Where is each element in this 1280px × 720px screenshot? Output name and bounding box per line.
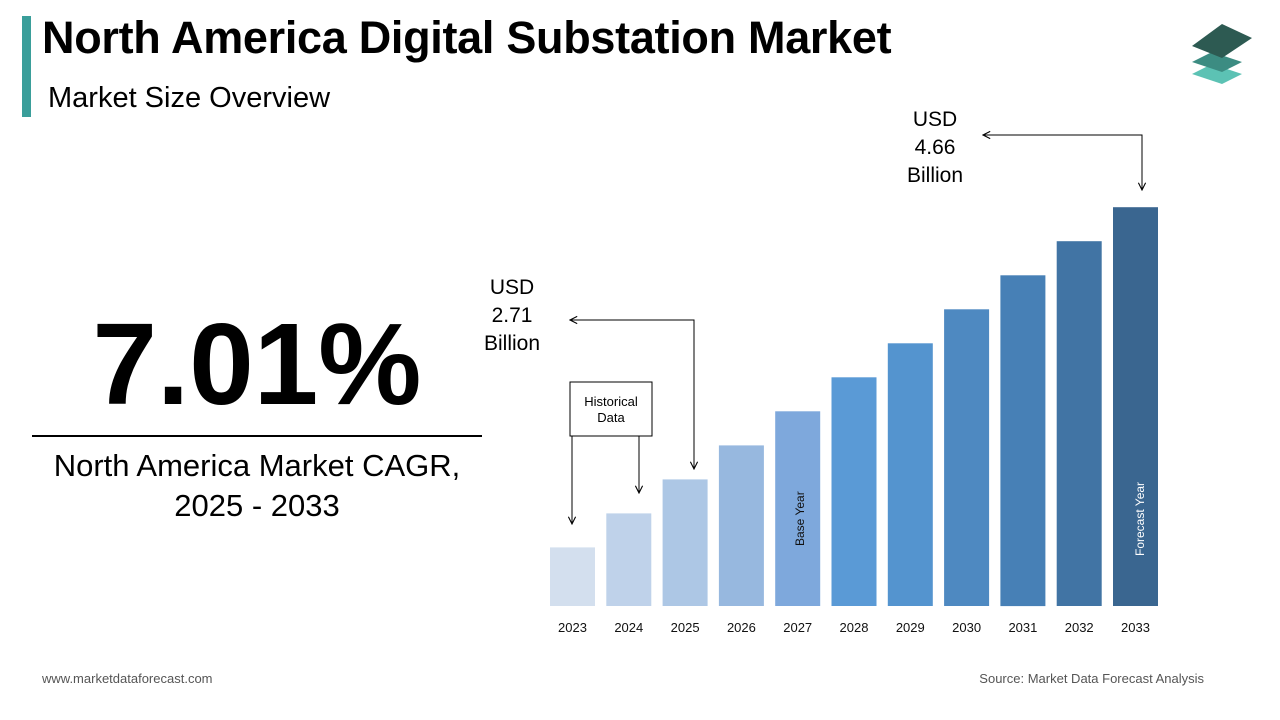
start-value-unit: Billion [484,332,540,355]
end-value-amount: 4.66 [915,136,956,159]
x-tick-2026: 2026 [727,620,756,635]
bar-2030 [944,309,990,606]
cagr-divider [32,435,482,437]
x-tick-2031: 2031 [1008,620,1037,635]
end-value-arrow [983,135,1142,190]
x-tick-2029: 2029 [896,620,925,635]
x-tick-2023: 2023 [558,620,587,635]
brand-logo-icon [1192,24,1252,84]
bar-2031 [1000,275,1046,607]
start-value-arrow [570,320,694,469]
logo-layer-bottom [1192,64,1242,84]
forecast-year-label: Forecast Year [1133,482,1147,556]
historical-data-label-line1: Historical [584,394,638,409]
page-title: North America Digital Substation Market [42,12,892,63]
title-accent-bar [22,16,31,117]
cagr-label-line2: 2025 - 2033 [174,488,340,523]
start-value-amount: 2.71 [492,304,533,327]
bar-2033 [1113,207,1158,606]
cagr-label: North America Market CAGR, 2025 - 2033 [22,446,492,526]
x-tick-2030: 2030 [952,620,981,635]
x-tick-2032: 2032 [1065,620,1094,635]
cagr-value: 7.01% [92,299,422,429]
bar-2032 [1056,241,1102,606]
x-tick-2033: 2033 [1121,620,1150,635]
cagr-label-line1: North America Market CAGR, [53,448,461,483]
historical-data-label-line2: Data [597,410,625,425]
bar-2025 [662,479,708,606]
base-year-label: Base Year [793,491,807,546]
bar-2028 [831,377,877,606]
bars-layer [550,207,1158,607]
x-tick-2024: 2024 [614,620,643,635]
logo-layer-middle [1192,52,1242,72]
page-subtitle: Market Size Overview [48,82,331,114]
bar-2027 [775,411,821,606]
end-value-currency: USD [913,108,957,131]
bar-2024 [606,513,652,606]
footer-source: Source: Market Data Forecast Analysis [979,671,1204,686]
logo-layer-top [1192,24,1252,58]
end-value-unit: Billion [907,164,963,187]
x-tick-2028: 2028 [840,620,869,635]
historical-data-box [569,381,653,437]
bar-2023 [550,547,595,606]
x-tick-2025: 2025 [671,620,700,635]
footer-website: www.marketdataforecast.com [42,671,213,686]
start-value-currency: USD [490,276,534,299]
bar-2026 [718,445,764,606]
bar-2029 [887,343,933,606]
x-tick-labels: 2023 2024 2025 2026 2027 2028 2029 2030 2031 2032… [558,620,1150,635]
x-tick-2027: 2027 [783,620,812,635]
